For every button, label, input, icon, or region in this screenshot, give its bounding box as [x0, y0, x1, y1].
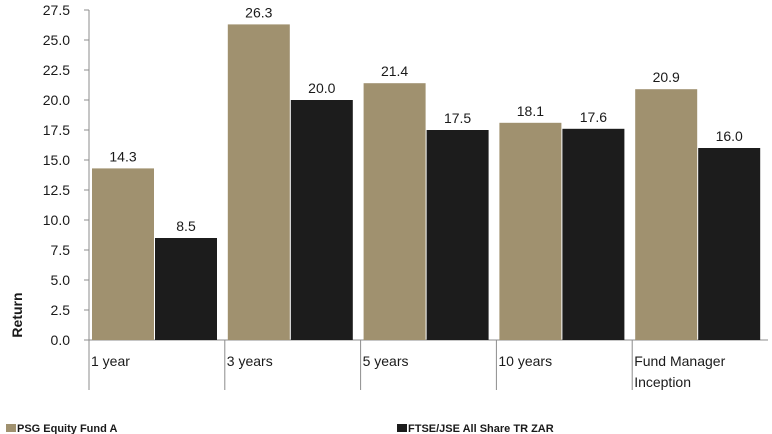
data-label: 20.0: [308, 80, 335, 96]
data-label: 14.3: [109, 148, 136, 164]
category-label: 10 years: [498, 353, 552, 369]
data-label: 21.4: [381, 63, 408, 79]
category-label: Fund Manager Inception: [634, 353, 725, 390]
bar-benchmark: [698, 148, 761, 340]
y-tick-label: 0.0: [51, 332, 71, 348]
category-label: 1 year: [91, 353, 130, 369]
y-tick-label: 25.0: [43, 32, 70, 48]
bar-fund: [227, 24, 290, 341]
data-label: 18.1: [517, 103, 544, 119]
y-tick-label: 17.5: [43, 122, 70, 138]
y-tick-label: 20.0: [43, 92, 70, 108]
bar-fund: [635, 89, 698, 340]
y-tick-label: 7.5: [51, 242, 71, 258]
category-label: 3 years: [227, 353, 273, 369]
bar-benchmark: [562, 128, 625, 340]
bar-benchmark: [290, 100, 353, 340]
bar-fund: [92, 168, 154, 340]
y-tick-label: 12.5: [43, 182, 70, 198]
legend-swatch: [397, 424, 407, 432]
data-label: 20.9: [653, 69, 680, 85]
legend-swatch: [6, 424, 16, 432]
data-label: 17.5: [444, 110, 471, 126]
y-tick-label: 22.5: [43, 62, 70, 78]
legend: PSG Equity Fund A FTSE/JSE All Share TR Z…: [6, 423, 554, 434]
category-labels: 1 year 3 years 5 years 10 years Fund Manager…: [91, 353, 726, 390]
y-axis-label: Return: [9, 292, 25, 337]
legend-label: FTSE/JSE All Share TR ZAR: [408, 423, 554, 434]
y-tick-label: 5.0: [51, 272, 71, 288]
legend-label: PSG Equity Fund A: [17, 423, 117, 434]
data-label: 26.3: [245, 4, 272, 20]
y-tick-label: 2.5: [51, 302, 71, 318]
bar-fund: [363, 83, 426, 340]
bar-benchmark: [155, 238, 217, 340]
category-label: 5 years: [363, 353, 409, 369]
y-tick-label: 27.5: [43, 2, 70, 18]
data-label: 16.0: [716, 128, 743, 144]
data-labels: 14.3 26.3 21.4 18.1 20.9 8.5 20.0 17.5 17.6 16.0: [109, 4, 743, 234]
bar-fund: [499, 122, 562, 340]
y-tick-labels: 0.0 2.5 5.0 7.5 10.0 12.5 15.0 17.5 20.0 22.5 25.0…: [43, 2, 89, 348]
data-label: 17.6: [580, 109, 607, 125]
bar-benchmark: [426, 130, 489, 340]
y-tick-label: 10.0: [43, 212, 70, 228]
y-tick-label: 15.0: [43, 152, 70, 168]
bars: [92, 24, 761, 341]
data-label: 8.5: [176, 218, 196, 234]
